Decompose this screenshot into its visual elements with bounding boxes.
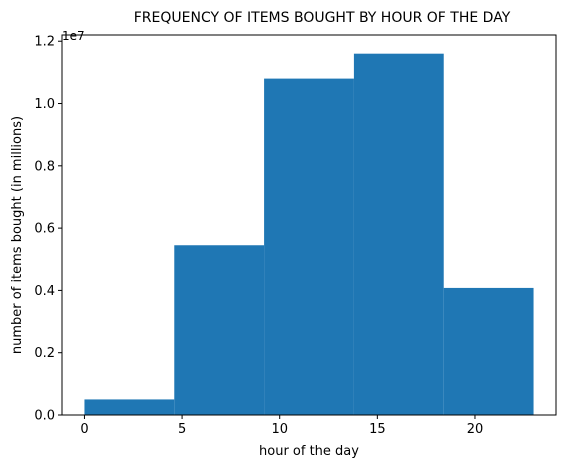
x-axis-label: hour of the day — [259, 444, 359, 459]
x-tick-label-3: 15 — [369, 422, 386, 437]
x-axis-ticks: 0 5 10 15 20 — [80, 415, 483, 437]
x-tick-label-2: 10 — [271, 422, 288, 437]
histogram-bar-3 — [353, 53, 444, 415]
chart-title: FREQUENCY OF ITEMS BOUGHT BY HOUR OF THE… — [134, 10, 511, 26]
plot-frame — [61, 34, 557, 416]
y-tick-label-1: 0.2 — [34, 346, 55, 361]
y-tick-label-6: 1.2 — [34, 35, 55, 50]
y-axis-ticks: 0.0 0.2 0.4 0.6 0.8 1.0 1.2 — [34, 35, 62, 424]
x-tick-label-0: 0 — [80, 422, 88, 437]
y-offset-label: 1e7 — [62, 29, 85, 43]
y-tick-label-3: 0.6 — [34, 222, 55, 237]
y-tick-label-5: 1.0 — [34, 97, 55, 112]
histogram-bar-2 — [264, 78, 354, 415]
y-tick-label-0: 0.0 — [34, 409, 55, 424]
bars-group — [84, 53, 534, 415]
y-tick-label-4: 0.8 — [34, 159, 55, 174]
x-tick-label-4: 20 — [467, 422, 484, 437]
histogram-bar-0 — [84, 399, 175, 415]
y-axis-label: number of items bought (in millions) — [10, 116, 25, 354]
x-tick-label-1: 5 — [178, 422, 186, 437]
histogram-bar-1 — [174, 245, 265, 415]
histogram-bar-4 — [443, 287, 534, 415]
y-tick-label-2: 0.4 — [34, 284, 55, 299]
